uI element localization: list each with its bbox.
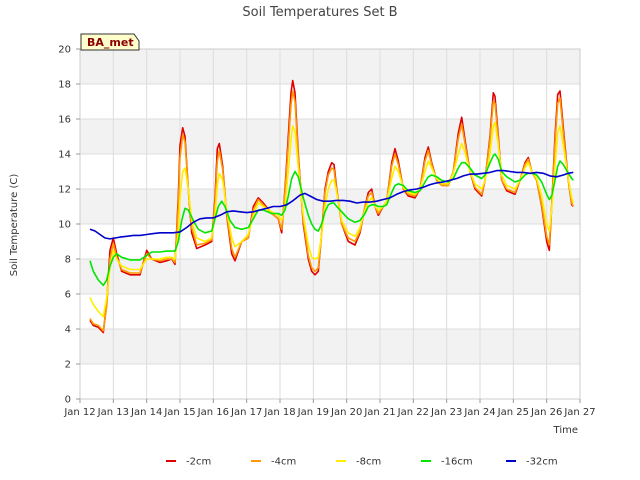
x-axis-title: Time	[553, 425, 578, 436]
x-tick-label: Jan 15	[163, 407, 195, 418]
x-tick-label: Jan 19	[297, 407, 329, 418]
x-tick-label: Jan 13	[97, 407, 129, 418]
series-line-16cm	[89, 153, 574, 287]
x-tick-label: Jan 23	[430, 407, 462, 418]
y-tick-label: 4	[65, 325, 71, 336]
y-tick-label: 20	[58, 45, 71, 56]
y-axis-ticks: 0 2 4 6 8 10 12 14 16 18 20	[58, 45, 80, 406]
background-band	[80, 119, 580, 154]
x-tick-label: Jan 16	[197, 407, 229, 418]
station-badge: BA_met	[80, 33, 140, 51]
y-tick-label: 18	[58, 80, 71, 91]
legend-label: -32cm	[526, 457, 558, 468]
y-tick-label: 14	[58, 150, 71, 161]
x-tick-label: Jan 27	[563, 407, 595, 418]
background-band	[80, 84, 580, 119]
badge-shape	[80, 33, 140, 51]
y-tick-label: 10	[58, 220, 71, 231]
background-band	[80, 224, 580, 259]
x-tick-label: Jan 26	[530, 407, 562, 418]
chart-title: Soil Temperatures Set B	[242, 5, 397, 20]
series-line-32cm	[89, 169, 574, 240]
legend-item: -4cm	[251, 457, 296, 468]
legend-label: -2cm	[186, 457, 211, 468]
badge-label: BA_met	[87, 36, 134, 49]
x-tick-label: Jan 24	[463, 407, 495, 418]
background-band	[80, 294, 580, 329]
y-tick-label: 8	[65, 255, 71, 266]
x-tick-label: Jan 22	[397, 407, 429, 418]
y-tick-label: 0	[65, 395, 71, 406]
y-tick-label: 2	[65, 360, 71, 371]
background-band	[80, 329, 580, 364]
background-band	[80, 259, 580, 294]
legend-item: -8cm	[336, 457, 381, 468]
y-axis-title: Soil Temperature (C)	[9, 174, 20, 277]
series-lines	[89, 79, 575, 334]
x-tick-label: Jan 14	[130, 407, 162, 418]
x-tick-label: Jan 25	[497, 407, 529, 418]
legend-label: -8cm	[356, 457, 381, 468]
plot-background-bands	[80, 49, 580, 399]
legend-label: -4cm	[271, 457, 296, 468]
series-line-8cm	[89, 121, 575, 318]
y-tick-label: 6	[65, 290, 71, 301]
legend-item: -2cm	[166, 457, 211, 468]
y-tick-label: 16	[58, 115, 71, 126]
x-tick-label: Jan 18	[263, 407, 295, 418]
x-tick-label: Jan 21	[363, 407, 395, 418]
x-tick-label: Jan 17	[230, 407, 262, 418]
x-axis-ticks: Jan 12 Jan 13 Jan 14 Jan 15 Jan 16 Jan 17 Jan …	[63, 399, 596, 418]
x-tick-label: Jan 12	[63, 407, 95, 418]
x-tick-label: Jan 20	[330, 407, 362, 418]
background-band	[80, 49, 580, 84]
background-band	[80, 189, 580, 224]
legend-item: -32cm	[506, 457, 558, 468]
y-tick-label: 12	[58, 185, 71, 196]
legend-item: -16cm	[421, 457, 473, 468]
legend-label: -16cm	[441, 457, 473, 468]
legend: -2cm -4cm -8cm -16cm -32cm	[166, 457, 558, 468]
background-band	[80, 364, 580, 399]
